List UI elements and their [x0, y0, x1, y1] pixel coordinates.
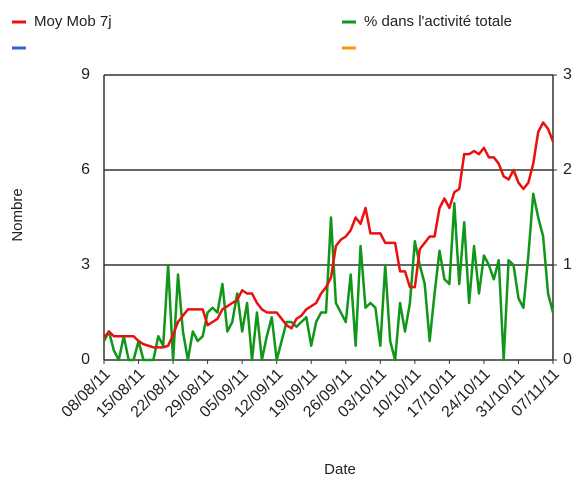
y2-tick-label: 1: [563, 256, 572, 273]
data-line: [103, 121, 555, 349]
legend-label: Moy Mob 7j: [34, 13, 112, 30]
y-tick-label: 6: [81, 161, 90, 178]
y-tick-label: 0: [81, 351, 90, 368]
y2-tick-label: 2: [563, 161, 572, 178]
legend-label: % dans l'activité totale: [364, 13, 512, 30]
data-line: [102, 192, 555, 362]
y2-tick-label: 3: [563, 66, 572, 83]
y2-tick-label: 0: [563, 351, 572, 368]
x-axis-label: Date: [324, 461, 356, 478]
y-tick-label: 9: [81, 66, 90, 83]
y-tick-label: 3: [81, 256, 90, 273]
y-axis-label: Nombre: [9, 188, 26, 241]
